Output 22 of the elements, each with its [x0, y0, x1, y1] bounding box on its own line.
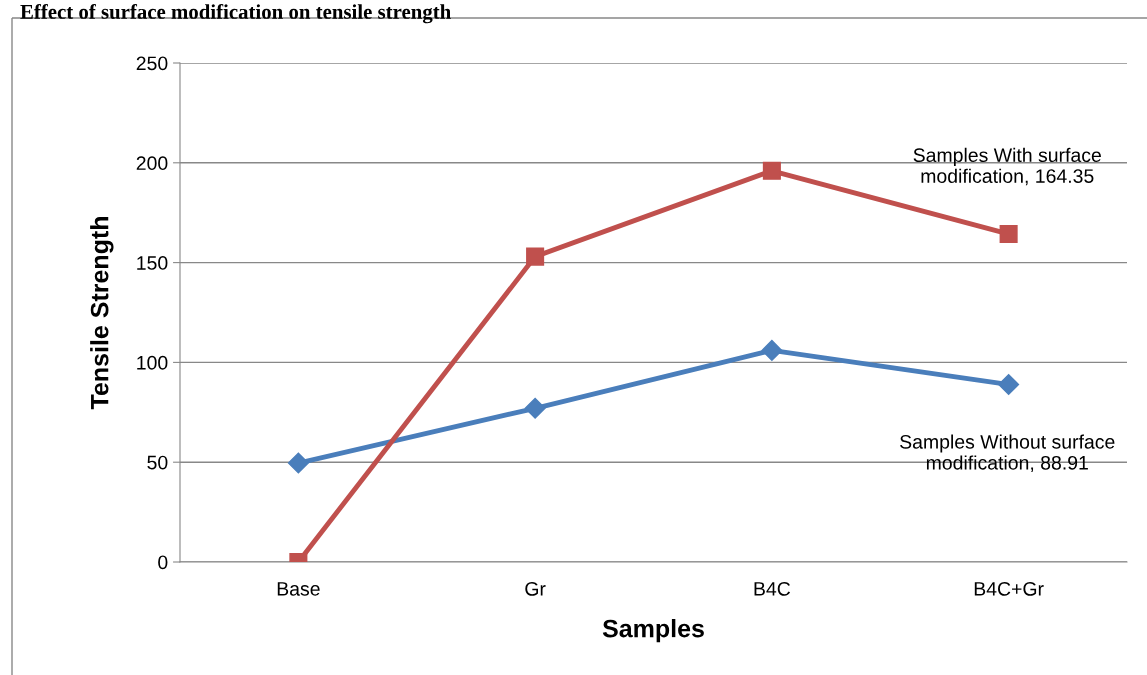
- point: [287, 452, 309, 474]
- y-tick-label: 150: [137, 256, 168, 270]
- x-tick-label: B4C: [754, 581, 791, 596]
- x-tick-label: Gr: [525, 581, 546, 596]
- chart-title: Effect of surface modification on tensile strength: [20, 4, 451, 24]
- point: [761, 339, 783, 361]
- annotation: Samples Without surface modification, 88.91: [900, 434, 1115, 472]
- y-axis-title: Tensile Strength: [90, 217, 114, 410]
- x-axis-title: Samples: [602, 619, 704, 643]
- y-tick-label: 200: [136, 156, 168, 171]
- y-tick-label: 50: [147, 455, 168, 470]
- y-tick-label: 100: [137, 355, 168, 370]
- point: [524, 397, 546, 419]
- point: [762, 161, 781, 180]
- point: [998, 374, 1020, 396]
- y-tick-label: 0: [158, 555, 168, 570]
- point: [526, 247, 545, 266]
- point: [999, 224, 1018, 243]
- y-tick-label: 250: [136, 56, 168, 71]
- x-tick-label: Base: [277, 582, 320, 596]
- x-tick-label: B4C+Gr: [974, 581, 1044, 596]
- annotation: Samples With surface modification, 164.35: [913, 147, 1101, 186]
